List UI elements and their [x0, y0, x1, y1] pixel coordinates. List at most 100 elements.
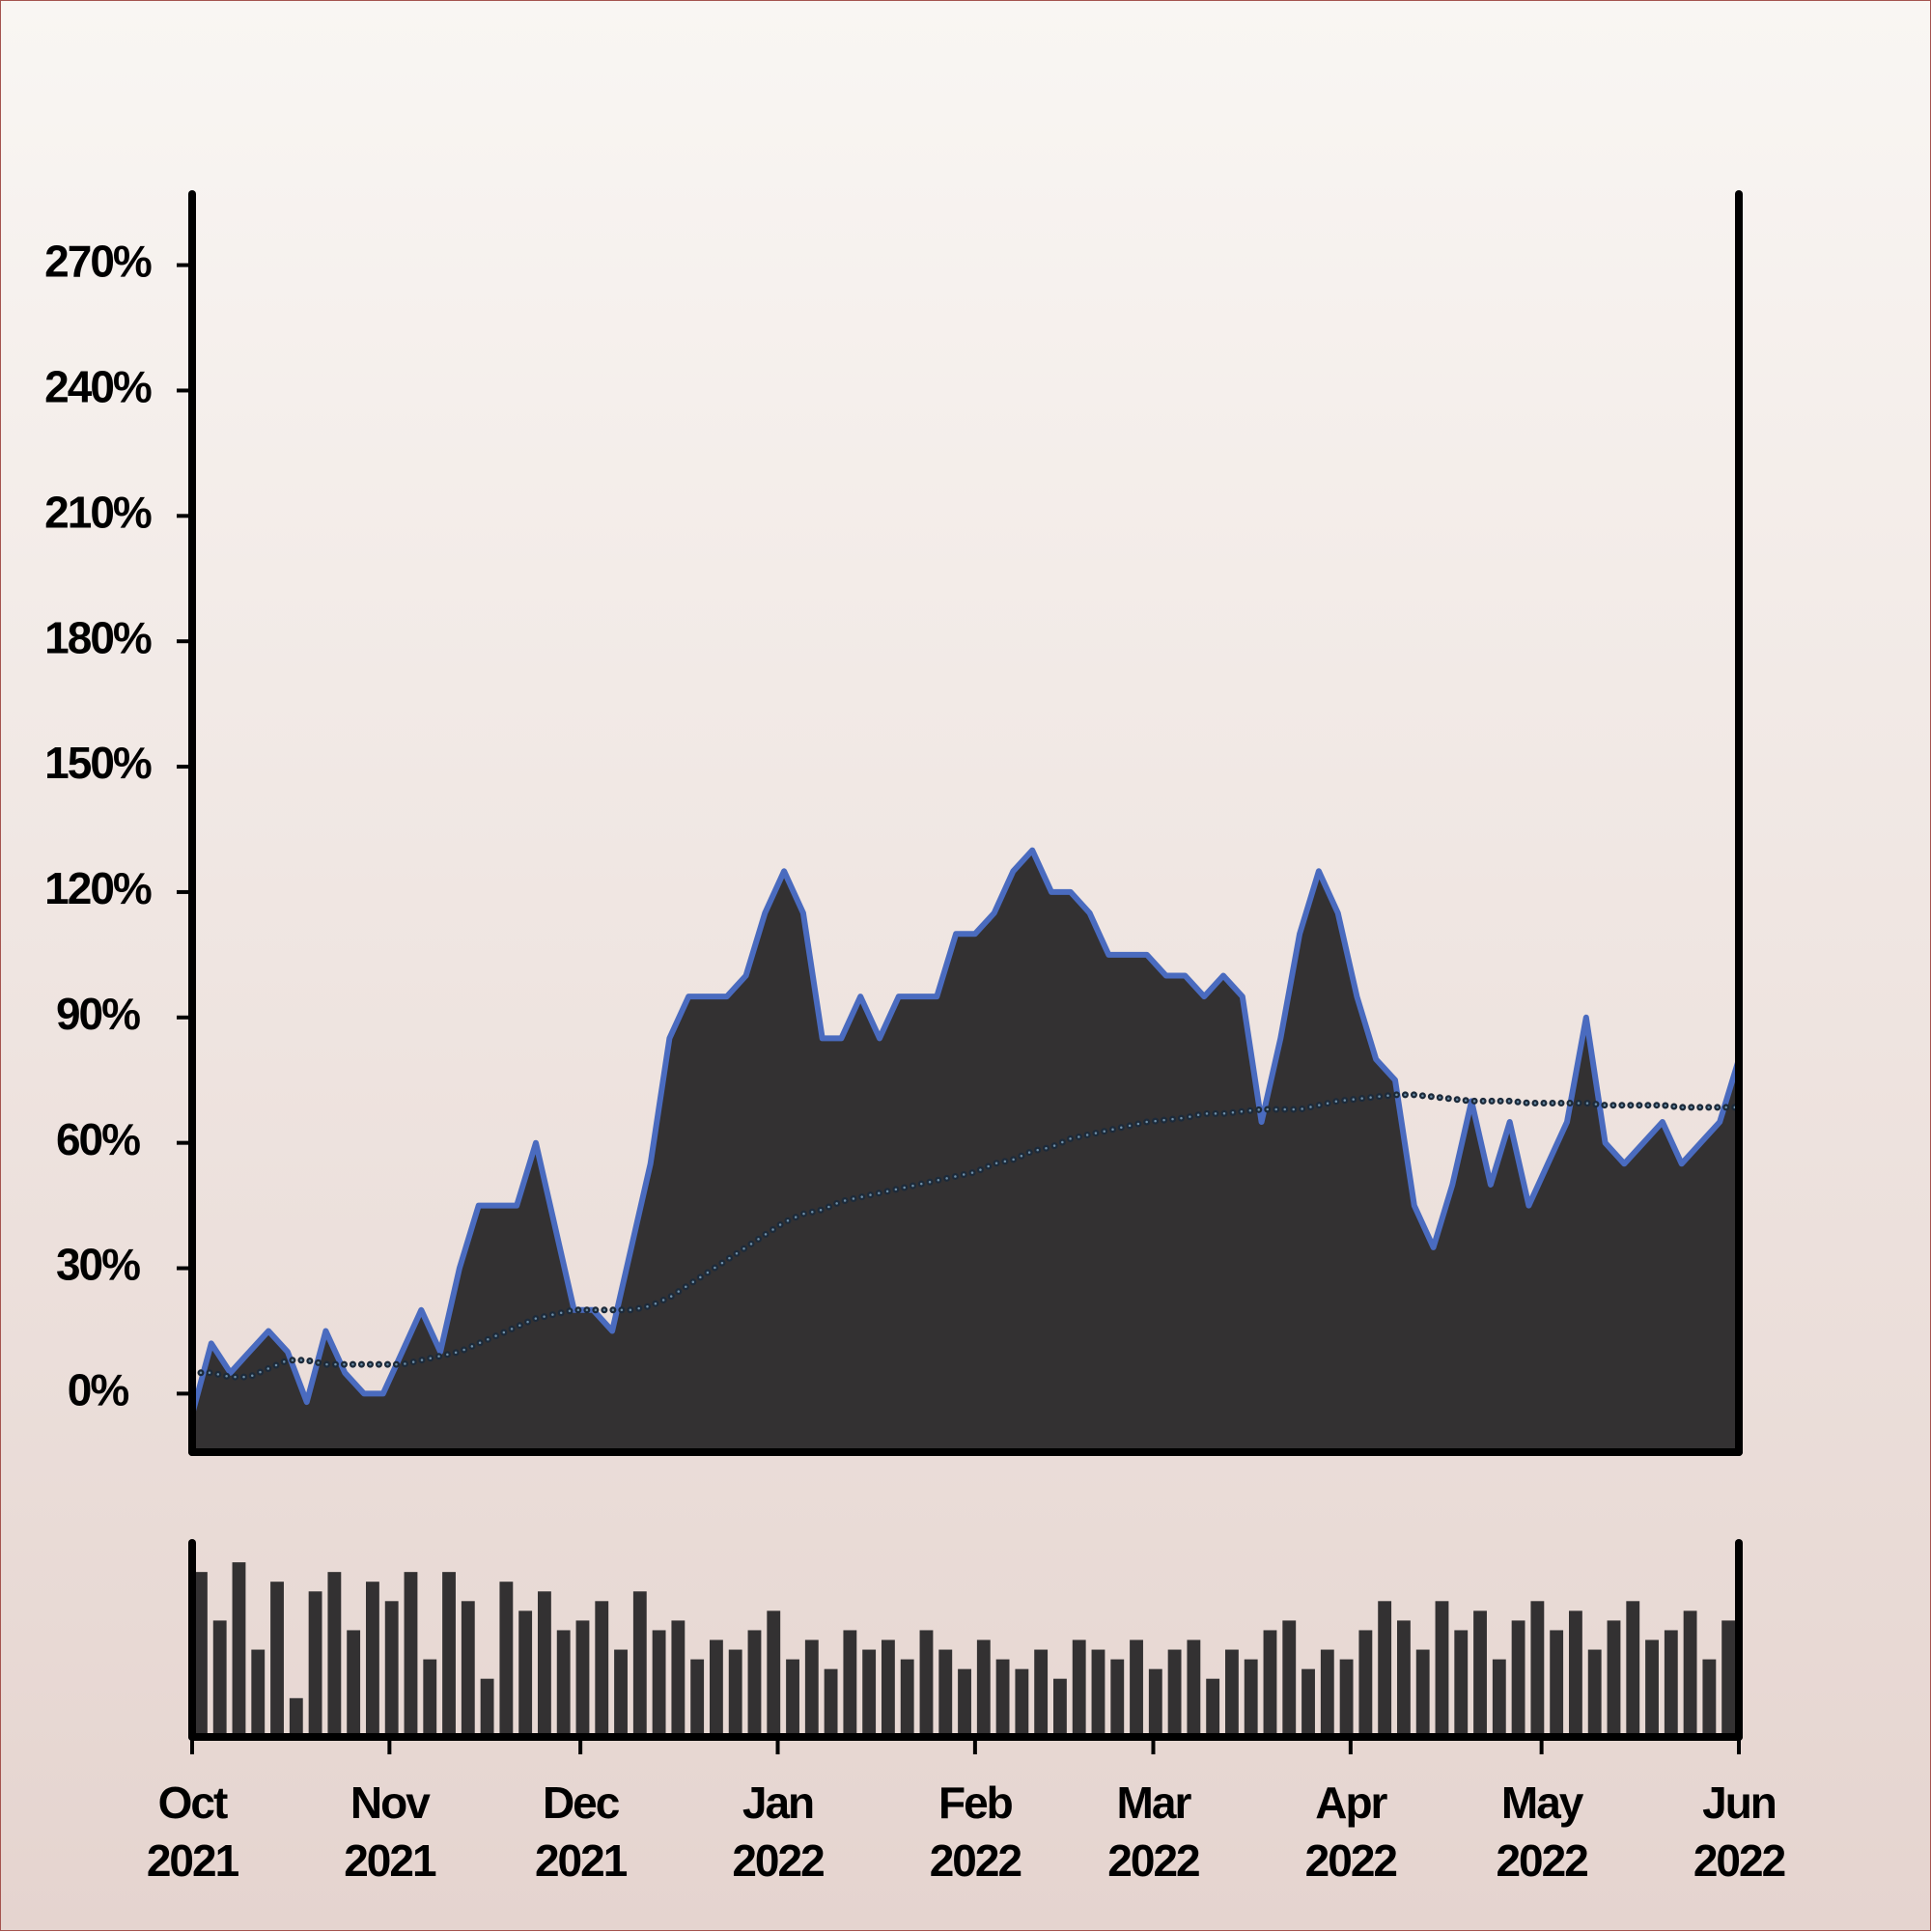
volume-bar: [1721, 1620, 1736, 1737]
ticks: 0% 30% 60% 90% 120% 150% 180% 210% 240% 270%: [44, 237, 1741, 1754]
volume-bar: [442, 1572, 456, 1737]
x-tick-label: Dec 2021: [534, 1778, 628, 1886]
volume-bar: [1091, 1649, 1105, 1737]
volume-bar: [1072, 1639, 1086, 1737]
volume-bar: [327, 1572, 342, 1737]
y-tick-label: 270%: [44, 237, 152, 287]
volume-bar: [690, 1659, 705, 1737]
volume-bar: [1664, 1630, 1678, 1737]
volume-bar: [747, 1630, 762, 1737]
volume-bar: [1263, 1630, 1277, 1737]
volume-bar: [251, 1649, 266, 1737]
volume-bar: [404, 1572, 418, 1737]
volume-bar: [1569, 1610, 1582, 1737]
volume-bar: [575, 1620, 590, 1737]
volume-bar: [1626, 1601, 1640, 1737]
volume-bar: [1148, 1668, 1162, 1737]
x-tick-label: Feb 2022: [929, 1778, 1022, 1886]
x-tick-label: May 2022: [1496, 1778, 1588, 1886]
volume-bar: [1339, 1659, 1354, 1737]
volume-bar: [1015, 1668, 1029, 1737]
x-tick-label: Jun 2022: [1693, 1778, 1786, 1886]
volume-bar: [1397, 1620, 1411, 1737]
volume-bar: [518, 1610, 533, 1737]
volume-bar: [1301, 1668, 1315, 1737]
volume-bar: [767, 1610, 781, 1737]
volume-bar: [1473, 1610, 1487, 1737]
volume-bar: [671, 1620, 686, 1737]
volume-bar: [1492, 1659, 1506, 1737]
volume-bar: [232, 1562, 246, 1737]
volume-bar: [1530, 1601, 1545, 1737]
line: [192, 847, 1739, 1415]
volume-bar: [1741, 1650, 1754, 1737]
volume-bar: [614, 1649, 628, 1737]
x-tick-label: Oct 2021: [146, 1778, 239, 1886]
volume-bar: [1378, 1601, 1392, 1737]
volume-bar: [1053, 1678, 1067, 1737]
y-tick-label: 150%: [44, 738, 152, 788]
volume-bar: [1645, 1639, 1659, 1737]
volume-bar: [786, 1659, 799, 1737]
y-tick-label: 60%: [56, 1114, 140, 1164]
y-tick-label: 180%: [44, 612, 152, 662]
volume-bar: [499, 1582, 514, 1737]
volume-bar: [1244, 1659, 1258, 1737]
volume-bar: [1702, 1659, 1717, 1737]
volume-bar: [1282, 1620, 1297, 1737]
volume-bar: [862, 1649, 877, 1737]
y-tick-label: 30%: [56, 1240, 140, 1290]
volume-bar: [843, 1630, 857, 1737]
main-plot: [192, 847, 1739, 1452]
volume-bar: [1550, 1630, 1564, 1737]
volume-bar: [1034, 1649, 1049, 1737]
axes: [188, 190, 1743, 1741]
volume-bar: [556, 1630, 571, 1737]
x-tick-label: Apr 2022: [1304, 1778, 1398, 1886]
volume-bar: [1511, 1620, 1525, 1737]
moving-average-line: [192, 1091, 1739, 1381]
volume-bar: [289, 1697, 303, 1737]
volume-bar: [824, 1668, 838, 1737]
volume-bar: [461, 1601, 475, 1737]
y-tick-label: 0%: [68, 1365, 129, 1415]
volume-bar: [538, 1591, 551, 1737]
x-tick-label: Nov 2021: [344, 1778, 436, 1886]
volume-bar: [347, 1630, 361, 1737]
volume-bar: [1320, 1649, 1334, 1737]
volume-bar: [1415, 1649, 1430, 1737]
y-tick-label: 90%: [56, 989, 140, 1039]
volume-bar: [995, 1659, 1010, 1737]
volume-bar: [308, 1591, 322, 1737]
y-tick-label: 120%: [44, 863, 152, 913]
volume-bar: [1110, 1659, 1125, 1737]
volume-bar: [652, 1630, 666, 1737]
x-tick-label: Jan 2022: [732, 1778, 825, 1886]
volume-bar: [1167, 1649, 1182, 1737]
volume-bar: [728, 1649, 742, 1737]
volume-bar: [1187, 1639, 1201, 1737]
volume-bar: [1587, 1649, 1602, 1737]
volume-bar: [976, 1639, 991, 1737]
volume-bar: [212, 1620, 227, 1737]
x-tick-label: Mar 2022: [1107, 1778, 1200, 1886]
volume-bar: [1607, 1620, 1621, 1737]
volume-bar: [1130, 1639, 1143, 1737]
volume-bar: [1225, 1649, 1239, 1737]
volume-bar: [423, 1659, 437, 1737]
volume-bar: [938, 1649, 953, 1737]
volume-bar: [900, 1659, 914, 1737]
volume-bar: [1358, 1630, 1373, 1737]
volume-bar: [882, 1639, 895, 1737]
y-tick-label: 240%: [44, 362, 152, 412]
volume-bar: [1683, 1610, 1697, 1737]
volume-bar: [919, 1630, 934, 1737]
volume-bar: [632, 1591, 647, 1737]
volume-bar: [595, 1601, 609, 1737]
volume-bar: [804, 1639, 819, 1737]
volume-bar: [194, 1572, 208, 1737]
volume-bar: [1454, 1630, 1469, 1737]
volume-plot: [194, 1562, 1754, 1737]
